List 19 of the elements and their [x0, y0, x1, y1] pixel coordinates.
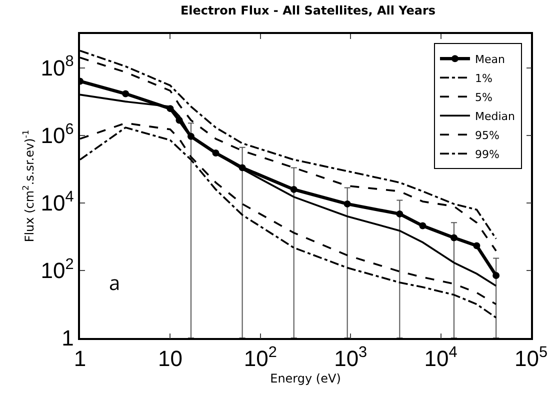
legend-label: 1%: [474, 72, 492, 85]
legend-label: Mean: [474, 52, 505, 66]
x-tick-label: 10$^{2}$: [244, 344, 277, 372]
y-tick-label: 10$^{4}$: [40, 188, 74, 216]
y-tick-label: 1: [62, 326, 74, 351]
y-tick-label: 10$^{6}$: [40, 120, 74, 148]
x-tick-label: 10$^{5}$: [514, 344, 548, 372]
annotation: a: [109, 269, 120, 296]
y-tick-label: 10$^{2}$: [40, 256, 74, 284]
x-tick-label: 10: [158, 346, 182, 372]
legend-label: 5%: [474, 90, 492, 104]
legend-label: 95%: [474, 128, 500, 142]
y-tick-label: 10$^{8}$: [40, 53, 74, 80]
x-tick-label: 10$^{4}$: [424, 344, 458, 372]
legend-label: 99%: [474, 148, 500, 161]
x-tick-label: 10$^{3}$: [334, 344, 368, 372]
x-axis-title: Energy (eV): [270, 372, 341, 386]
legend-label: Median: [474, 110, 516, 123]
chart-title: Electron Flux - All Satellites, All Years: [180, 4, 436, 18]
